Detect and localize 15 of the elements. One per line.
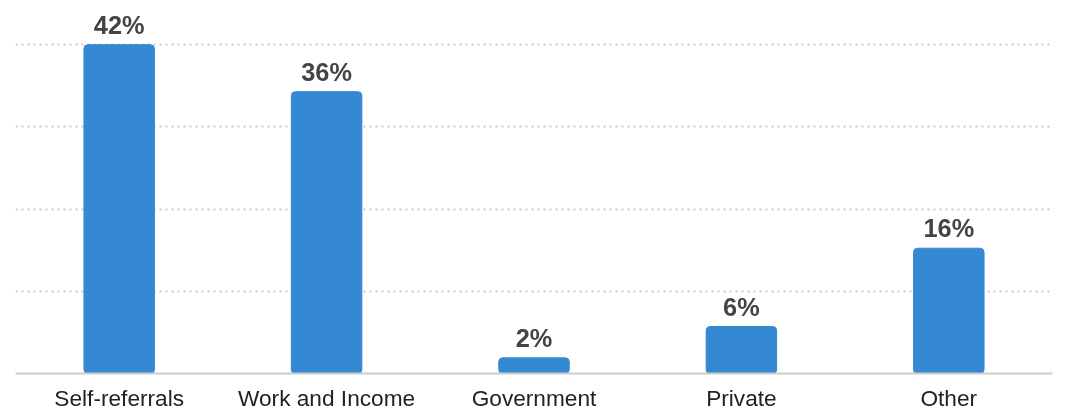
bar [705,326,778,374]
x-tick-label: Private [706,384,777,411]
x-tick-label: Self-referrals [54,384,185,411]
bar [290,91,363,374]
x-tick-label: Other [920,384,978,411]
data-label: 42% [93,10,145,39]
x-tick-label: Government [471,384,598,411]
data-label: 2% [515,323,553,352]
x-tick-label: Work and Income [238,384,416,411]
data-label: 36% [301,57,352,86]
bar [83,44,155,374]
data-label: 6% [723,292,760,321]
bar [498,357,570,374]
data-label: 16% [923,214,975,243]
bar [913,247,985,374]
